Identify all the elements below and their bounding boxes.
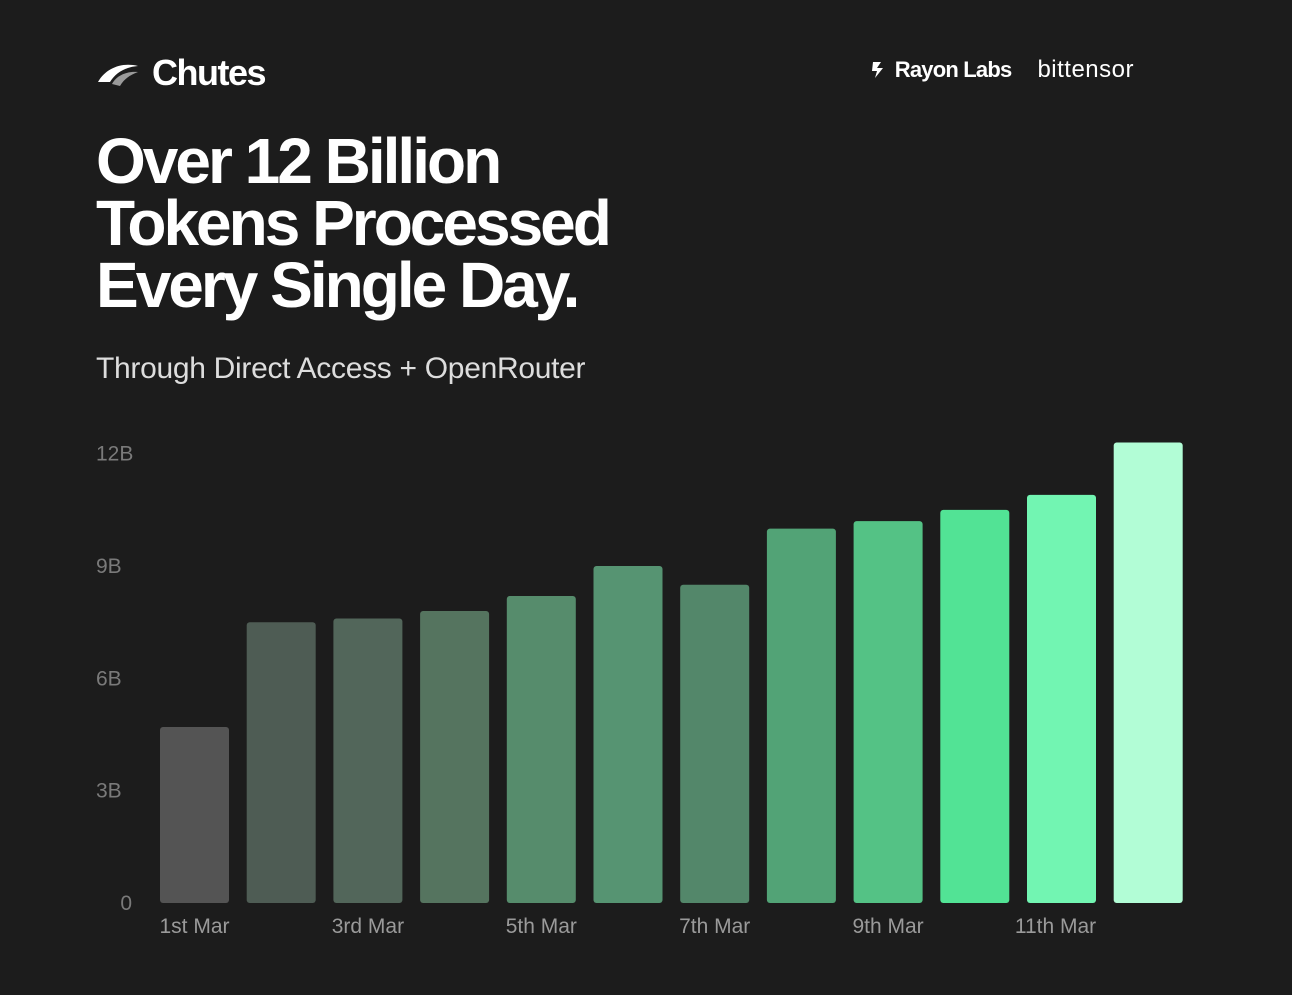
x-tick-label: 9th Mar <box>852 915 923 938</box>
bar-4 <box>420 610 490 903</box>
x-tick-label: 11th Mar <box>1015 915 1096 938</box>
x-tick-label: 5th Mar <box>506 915 577 938</box>
rayon-labs-label: Rayon Labs <box>894 57 1013 82</box>
subtitle: Through Direct Access + OpenRouter <box>96 352 586 385</box>
brand-name: Chutes <box>152 52 267 93</box>
x-tick-label: 3rd Mar <box>332 915 404 938</box>
x-tick-label: 1st Mar <box>159 915 229 938</box>
bar-3 <box>333 618 403 903</box>
rayon-labs-logo-icon <box>871 62 883 78</box>
bar-8 <box>766 528 836 903</box>
y-tick-label: 0 <box>120 892 132 915</box>
headline-line-3: Every Single Day. <box>96 249 580 321</box>
bar-2 <box>246 622 316 903</box>
bar-7 <box>680 584 750 903</box>
x-tick-label: 7th Mar <box>679 915 750 938</box>
bar-12 <box>1113 442 1183 903</box>
bar-5 <box>506 595 576 903</box>
headline-line-1: Over 12 Billion <box>96 125 502 197</box>
brand: Chutes <box>96 52 267 94</box>
rayon-labs-logo: Rayon Labs <box>871 57 1012 83</box>
bar-11 <box>1027 494 1096 903</box>
y-tick-label: 9B <box>96 555 122 578</box>
bar-10 <box>940 509 1010 903</box>
headline: Over 12 Billion Tokens Processed Every S… <box>96 125 796 321</box>
bar-9 <box>853 521 923 903</box>
headline-line-2: Tokens Processed <box>96 187 612 259</box>
bar-chart: 0 3B 6B 9B 12B 1st Mar 3rd Mar 5th Mar 7th Mar 9t… <box>96 442 1183 938</box>
partner-logos: Rayon Labs bittensor <box>871 56 1134 84</box>
y-tick-label: 6B <box>96 667 122 690</box>
y-tick-label: 3B <box>96 780 122 803</box>
chutes-wing-icon <box>98 64 138 86</box>
bar-1 <box>160 727 229 903</box>
bar-6 <box>593 566 663 903</box>
y-tick-label: 12B <box>96 443 133 466</box>
bittensor-logo: bittensor <box>1037 56 1134 83</box>
